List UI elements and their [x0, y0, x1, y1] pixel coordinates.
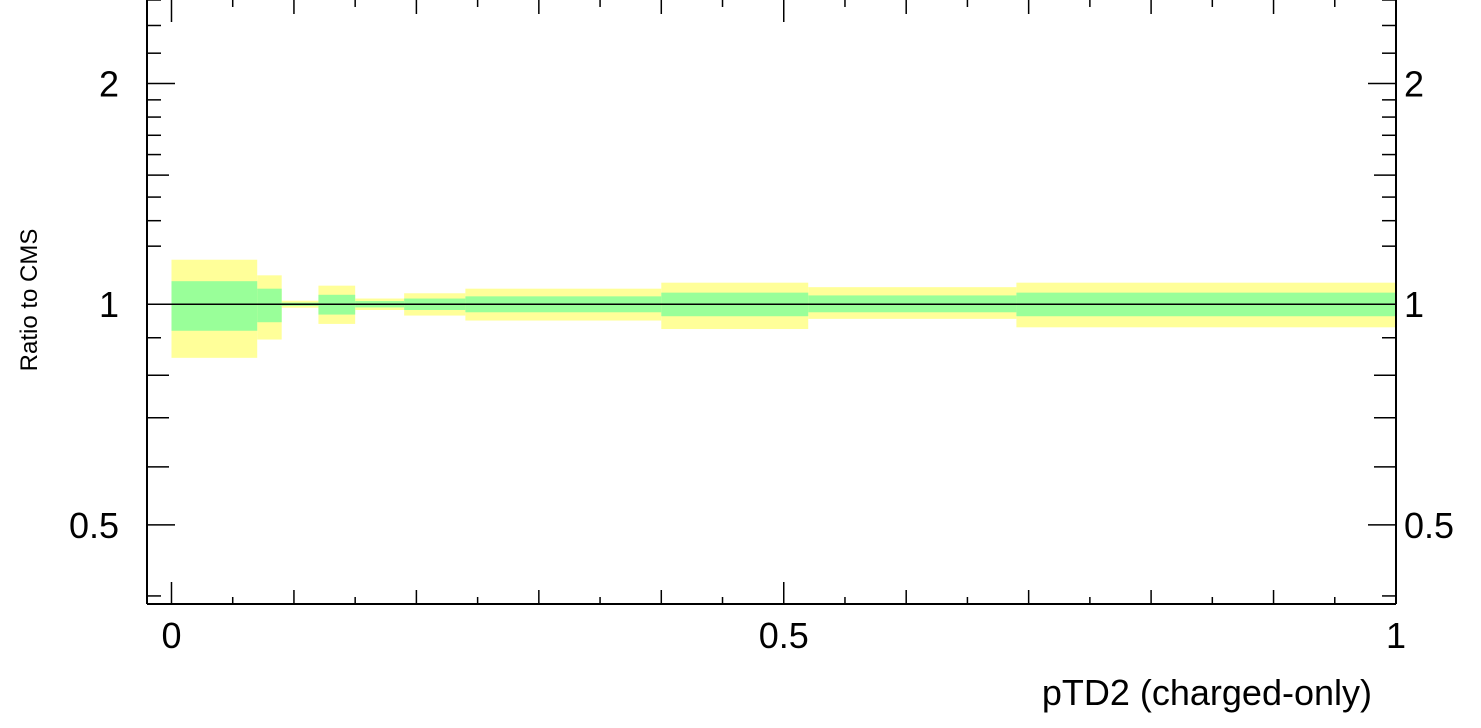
y-tick-label-left-0: 0.5: [69, 505, 119, 546]
tick-marks: [147, 0, 1397, 604]
x-tick-label-2: 1: [1386, 615, 1406, 656]
tick-labels: 0 0.5 1 0.5 0.5 1 1 2 2: [69, 64, 1454, 656]
inner-band-bin-0: [171, 281, 258, 331]
x-axis-label: pTD2 (charged-only): [1042, 672, 1372, 713]
x-tick-label-0: 0: [161, 615, 181, 656]
y-tick-label-right-0: 0.5: [1404, 505, 1454, 546]
y-tick-label-right-2: 2: [1404, 64, 1424, 105]
inner-band-bin-1: [257, 288, 282, 323]
y-tick-label-left-1: 1: [99, 284, 119, 325]
y-tick-label-right-1: 1: [1404, 284, 1424, 325]
x-tick-label-1: 0.5: [759, 615, 809, 656]
uncertainty-bands: [171, 259, 1396, 358]
y-tick-label-left-2: 2: [99, 64, 119, 105]
y-axis-label: Ratio to CMS: [16, 229, 43, 372]
